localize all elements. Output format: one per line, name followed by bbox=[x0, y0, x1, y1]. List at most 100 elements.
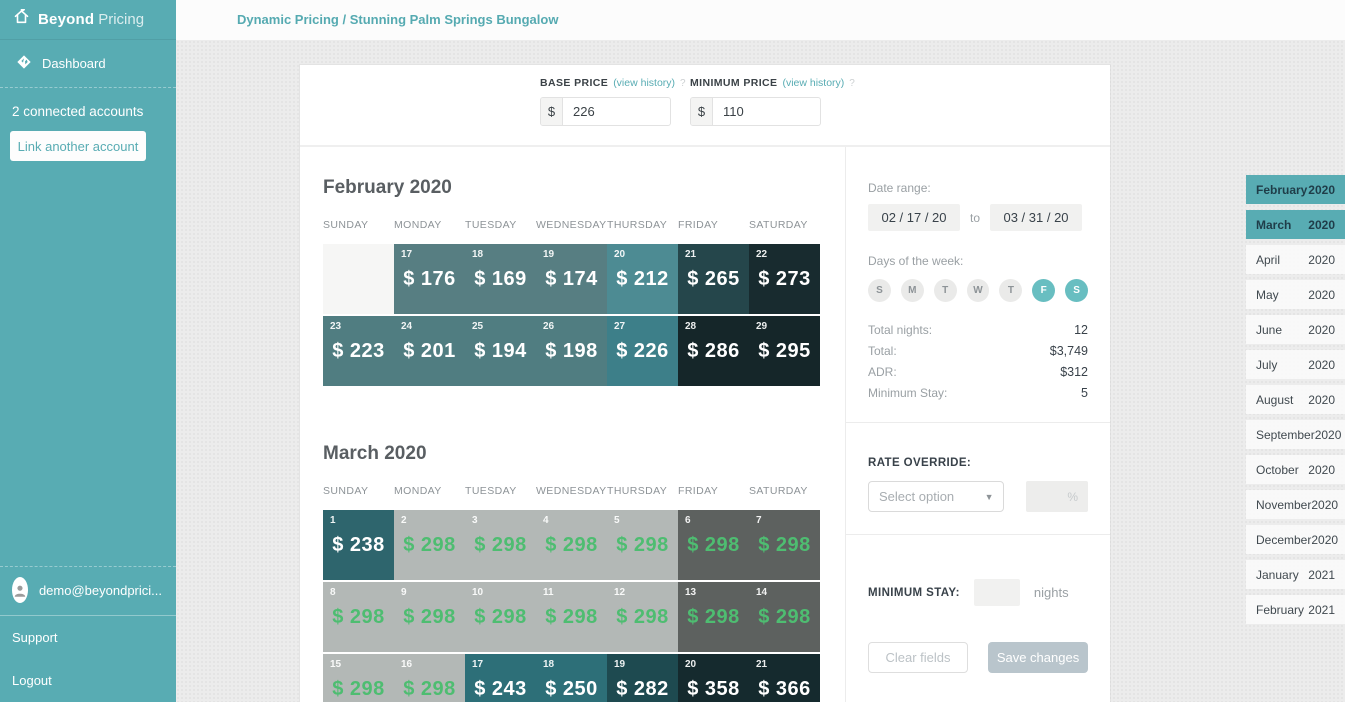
month-list-item[interactable]: December 2020 bbox=[1246, 525, 1345, 554]
month-list-item[interactable]: July 2020 bbox=[1246, 350, 1345, 379]
currency-symbol: $ bbox=[541, 98, 563, 125]
calendar-day-cell[interactable]: 25 $ 194 bbox=[465, 316, 536, 386]
calendar-day-cell[interactable]: 5 $ 298 bbox=[607, 510, 678, 580]
day-price: $ 198 bbox=[545, 340, 598, 362]
month-name: February bbox=[1256, 182, 1308, 197]
day-of-week-toggle[interactable]: F bbox=[1032, 279, 1056, 302]
summary-label: Total: bbox=[868, 344, 897, 358]
day-price: $ 265 bbox=[687, 268, 740, 290]
day-number: 21 bbox=[685, 249, 697, 260]
calendar-day-cell[interactable]: 27 $ 226 bbox=[607, 316, 678, 386]
rate-override-select[interactable]: Select option ▼ bbox=[868, 481, 1005, 512]
summary-value: $312 bbox=[1060, 365, 1088, 379]
calendar-day-cell[interactable]: 24 $ 201 bbox=[394, 316, 465, 386]
day-price: $ 358 bbox=[687, 678, 740, 700]
month-list-item[interactable]: February 2020 bbox=[1246, 175, 1345, 204]
month-name: October bbox=[1256, 462, 1299, 477]
day-of-week-toggle[interactable]: S bbox=[1065, 279, 1089, 302]
month-year: 2020 bbox=[1311, 497, 1339, 512]
day-price: $ 169 bbox=[474, 268, 527, 290]
day-of-week-toggle[interactable]: W bbox=[966, 279, 990, 302]
date-to-input[interactable]: 03 / 31 / 20 bbox=[990, 204, 1083, 231]
month-list-item[interactable]: November 2020 bbox=[1246, 490, 1345, 519]
summary-section: Total nights: 12 Total: $3,749 ADR: $312 Minim… bbox=[868, 323, 1088, 400]
calendar-day-cell[interactable]: 18 $ 169 bbox=[465, 244, 536, 314]
month-list-item[interactable]: January 2021 bbox=[1246, 560, 1345, 589]
minimum-stay-label: MINIMUM STAY: bbox=[868, 586, 960, 599]
month-list-item[interactable]: August 2020 bbox=[1246, 385, 1345, 414]
calendar-day-cell[interactable]: 28 $ 286 bbox=[678, 316, 749, 386]
calendar-day-cell[interactable]: 20 $ 212 bbox=[607, 244, 678, 314]
help-icon[interactable]: ? bbox=[680, 78, 686, 89]
calendar-day-cell[interactable]: 6 $ 298 bbox=[678, 510, 749, 580]
link-another-account-button[interactable]: Link another account bbox=[10, 131, 146, 161]
month-list-item[interactable]: March 2020 bbox=[1246, 210, 1345, 239]
minimum-price-input[interactable]: $ 110 bbox=[690, 97, 821, 126]
percent-input[interactable]: % bbox=[1026, 481, 1088, 512]
day-number: 6 bbox=[685, 515, 691, 526]
calendar-day-cell[interactable]: 18 $ 250 bbox=[536, 654, 607, 702]
sidebar-item-label: Dashboard bbox=[42, 56, 106, 71]
calendar-day-cell[interactable]: 19 $ 282 bbox=[607, 654, 678, 702]
base-price-input[interactable]: $ 226 bbox=[540, 97, 671, 126]
calendar-day-cell[interactable]: 4 $ 298 bbox=[536, 510, 607, 580]
minimum-price-group: MINIMUM PRICE (view history) ? $ 110 bbox=[690, 77, 855, 145]
calendar-day-cell[interactable]: 29 $ 295 bbox=[749, 316, 820, 386]
calendar-day-cell[interactable]: 17 $ 176 bbox=[394, 244, 465, 314]
user-account-row[interactable]: demo@beyondprici... bbox=[0, 567, 176, 615]
month-year: 2020 bbox=[1308, 217, 1335, 232]
calendar-day-cell[interactable]: 19 $ 174 bbox=[536, 244, 607, 314]
calendar-day-cell[interactable]: 15 $ 298 bbox=[323, 654, 394, 702]
month-name: November bbox=[1256, 497, 1312, 512]
calendar-day-cell[interactable]: 23 $ 223 bbox=[323, 316, 394, 386]
calendar-day-cell[interactable]: 20 $ 358 bbox=[678, 654, 749, 702]
month-list-item[interactable]: June 2020 bbox=[1246, 315, 1345, 344]
logout-link[interactable]: Logout bbox=[12, 673, 52, 688]
base-price-history-link[interactable]: (view history) bbox=[613, 77, 676, 89]
calendar-day-cell[interactable]: 26 $ 198 bbox=[536, 316, 607, 386]
day-of-week-toggle[interactable]: S bbox=[868, 279, 891, 302]
calendar-day-cell[interactable]: 9 $ 298 bbox=[394, 582, 465, 652]
month-name: April bbox=[1256, 252, 1281, 267]
calendar-day-cell[interactable]: 22 $ 273 bbox=[749, 244, 820, 314]
month-list-item[interactable]: April 2020 bbox=[1246, 245, 1345, 274]
day-of-week-toggle[interactable]: T bbox=[933, 279, 957, 302]
support-link[interactable]: Support bbox=[12, 630, 58, 645]
clear-fields-button[interactable]: Clear fields bbox=[868, 642, 969, 673]
calendar-day-cell[interactable]: 10 $ 298 bbox=[465, 582, 536, 652]
calendar-day-cell[interactable]: 21 $ 366 bbox=[749, 654, 820, 702]
calendar-day-cell[interactable]: 17 $ 243 bbox=[465, 654, 536, 702]
calendar-day-cell[interactable]: 2 $ 298 bbox=[394, 510, 465, 580]
calendar-day-cell[interactable]: 21 $ 265 bbox=[678, 244, 749, 314]
calendar-day-cell[interactable]: 14 $ 298 bbox=[749, 582, 820, 652]
sidebar-item-dashboard[interactable]: Dashboard bbox=[0, 40, 176, 85]
chevron-down-icon: ▼ bbox=[984, 491, 994, 502]
pricing-card: BASE PRICE (view history) ? $ 226 MINIMU… bbox=[300, 65, 1110, 702]
save-changes-button[interactable]: Save changes bbox=[988, 642, 1088, 673]
calendar-day-cell[interactable]: 3 $ 298 bbox=[465, 510, 536, 580]
month-year: 2020 bbox=[1308, 357, 1335, 372]
calendar-february: February 2020 SUNDAY MONDAY TUESDAY WEDNESD… bbox=[300, 177, 845, 386]
calendar-day-cell[interactable]: 13 $ 298 bbox=[678, 582, 749, 652]
minimum-price-value: 110 bbox=[723, 104, 744, 119]
month-list-item[interactable]: February 2021 bbox=[1246, 595, 1345, 624]
month-list-item[interactable]: October 2020 bbox=[1246, 455, 1345, 484]
day-header: TUESDAY bbox=[465, 219, 517, 231]
breadcrumb[interactable]: Dynamic Pricing / Stunning Palm Springs … bbox=[237, 12, 559, 27]
calendar-day-cell[interactable]: 7 $ 298 bbox=[749, 510, 820, 580]
calendar-day-cell[interactable]: 1 $ 238 bbox=[323, 510, 394, 580]
day-number: 21 bbox=[756, 659, 768, 670]
minimum-stay-input[interactable] bbox=[973, 579, 1020, 606]
calendar-day-cell[interactable]: 8 $ 298 bbox=[323, 582, 394, 652]
day-of-week-toggle[interactable]: T bbox=[999, 279, 1023, 302]
minimum-price-history-link[interactable]: (view history) bbox=[782, 77, 845, 89]
calendar-day-cell[interactable]: 16 $ 298 bbox=[394, 654, 465, 702]
calendar-day-cell[interactable]: 11 $ 298 bbox=[536, 582, 607, 652]
help-icon[interactable]: ? bbox=[849, 78, 855, 89]
day-of-week-toggle[interactable]: M bbox=[900, 279, 924, 302]
month-list-item[interactable]: September 2020 bbox=[1246, 420, 1345, 449]
summary-row: ADR: $312 bbox=[868, 365, 1088, 379]
calendar-day-cell[interactable]: 12 $ 298 bbox=[607, 582, 678, 652]
date-from-input[interactable]: 02 / 17 / 20 bbox=[868, 204, 960, 231]
month-list-item[interactable]: May 2020 bbox=[1246, 280, 1345, 309]
